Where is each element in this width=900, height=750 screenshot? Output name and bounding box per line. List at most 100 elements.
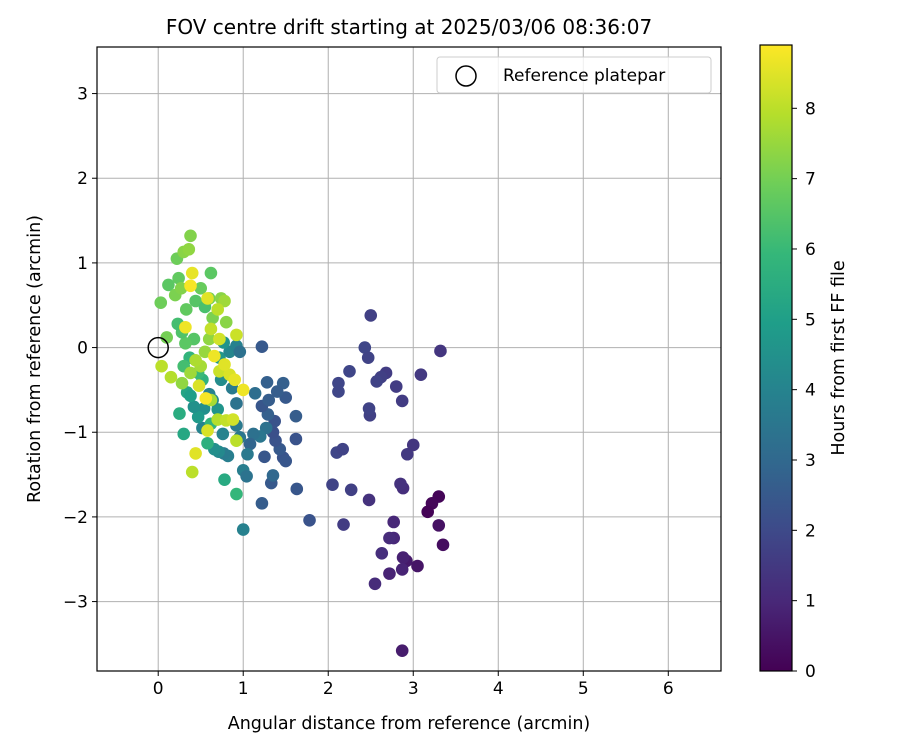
- colorbar-gradient: [759, 44, 793, 672]
- y-tick-label: −3: [63, 593, 88, 613]
- data-point: [218, 473, 231, 486]
- x-tick-label: 4: [493, 679, 504, 699]
- data-point: [226, 413, 240, 426]
- x-tick-label: 3: [408, 679, 419, 699]
- legend: Reference platepar: [436, 56, 712, 94]
- data-point: [185, 465, 199, 479]
- data-point: [216, 427, 230, 441]
- data-point: [211, 303, 225, 316]
- colorbar-tick-label: 2: [805, 521, 816, 541]
- data-point: [230, 328, 243, 342]
- data-point: [344, 483, 358, 497]
- data-point: [258, 450, 271, 464]
- data-point: [202, 332, 216, 346]
- x-tick-label: 6: [663, 679, 674, 699]
- colorbar-tick-label: 3: [805, 451, 816, 471]
- data-point: [189, 447, 202, 460]
- data-point: [240, 469, 253, 483]
- data-point: [337, 518, 350, 531]
- data-point: [230, 397, 243, 410]
- data-point: [326, 478, 339, 492]
- data-point: [236, 523, 250, 536]
- data-point: [228, 373, 242, 387]
- x-tick-label: 1: [238, 679, 249, 699]
- legend-box: [436, 56, 712, 94]
- plot-area: 0 1 2 3 4 5 6 −3 −2 −1 0 1 2 3: [63, 46, 722, 699]
- data-point: [208, 349, 221, 363]
- data-point: [172, 271, 185, 285]
- colorbar: 0 1 2 3 4 5 6 7 8 Hours from first FF file: [759, 44, 849, 682]
- data-point: [211, 403, 225, 416]
- data-point: [361, 351, 375, 365]
- data-point: [164, 370, 178, 384]
- data-point: [421, 505, 435, 519]
- y-tick-label: −1: [63, 423, 88, 443]
- plot-frame: [96, 46, 722, 672]
- y-axis-label: Rotation from reference (arcmin): [25, 215, 45, 503]
- data-point: [260, 375, 274, 389]
- data-point: [184, 279, 197, 293]
- data-point: [230, 434, 243, 448]
- y-tick-label: −2: [63, 508, 88, 528]
- data-point: [396, 551, 410, 564]
- data-point: [358, 341, 372, 354]
- data-point: [362, 402, 376, 415]
- data-point: [213, 332, 226, 346]
- data-point: [434, 344, 447, 358]
- x-tick-label: 2: [323, 679, 334, 699]
- data-point: [332, 385, 345, 398]
- data-point: [185, 266, 199, 280]
- data-point: [179, 303, 193, 316]
- data-point: [155, 359, 168, 373]
- data-point: [201, 436, 214, 450]
- data-point: [400, 447, 414, 461]
- data-point: [201, 292, 214, 305]
- data-point: [364, 309, 378, 322]
- data-point: [303, 513, 316, 527]
- data-point: [395, 644, 409, 657]
- colorbar-tick-label: 6: [805, 240, 816, 260]
- x-tick-label: 0: [153, 679, 164, 699]
- data-point: [383, 531, 396, 545]
- y-tick-label: 1: [77, 254, 88, 274]
- data-point: [387, 515, 400, 529]
- data-point: [243, 437, 257, 451]
- data-point: [255, 340, 269, 354]
- x-axis-label: Angular distance from reference (arcmin): [228, 714, 591, 734]
- reference-platepar-marker: [147, 336, 169, 359]
- data-point: [290, 482, 304, 496]
- data-point: [395, 394, 409, 408]
- data-point: [184, 366, 197, 380]
- data-point: [247, 427, 260, 441]
- data-point: [432, 519, 446, 532]
- data-point: [270, 385, 284, 398]
- colorbar-tick-label: 5: [805, 310, 816, 330]
- data-point: [383, 567, 396, 580]
- data-point: [389, 380, 403, 393]
- data-point: [204, 322, 218, 336]
- data-point: [204, 266, 218, 280]
- data-point: [289, 409, 303, 423]
- data-point: [218, 294, 231, 308]
- data-point: [189, 353, 202, 367]
- data-point: [177, 427, 191, 441]
- data-point: [175, 376, 189, 390]
- data-point: [368, 577, 382, 591]
- data-point: [394, 477, 407, 491]
- data-point: [255, 497, 269, 510]
- x-axis-ticks: 0 1 2 3 4 5 6: [153, 671, 674, 699]
- data-point: [184, 389, 197, 403]
- y-tick-label: 2: [77, 169, 88, 189]
- data-point: [154, 296, 168, 309]
- data-point: [191, 410, 205, 424]
- colorbar-ticks: 0 1 2 3 4 5 6 7 8: [792, 99, 816, 682]
- data-point: [194, 282, 208, 295]
- colorbar-tick-label: 8: [805, 99, 816, 119]
- x-tick-label: 5: [578, 679, 589, 699]
- y-tick-label: 0: [77, 339, 88, 359]
- data-point: [236, 383, 250, 397]
- data-point: [370, 375, 383, 388]
- data-point: [362, 493, 376, 507]
- colorbar-tick-label: 7: [805, 170, 816, 190]
